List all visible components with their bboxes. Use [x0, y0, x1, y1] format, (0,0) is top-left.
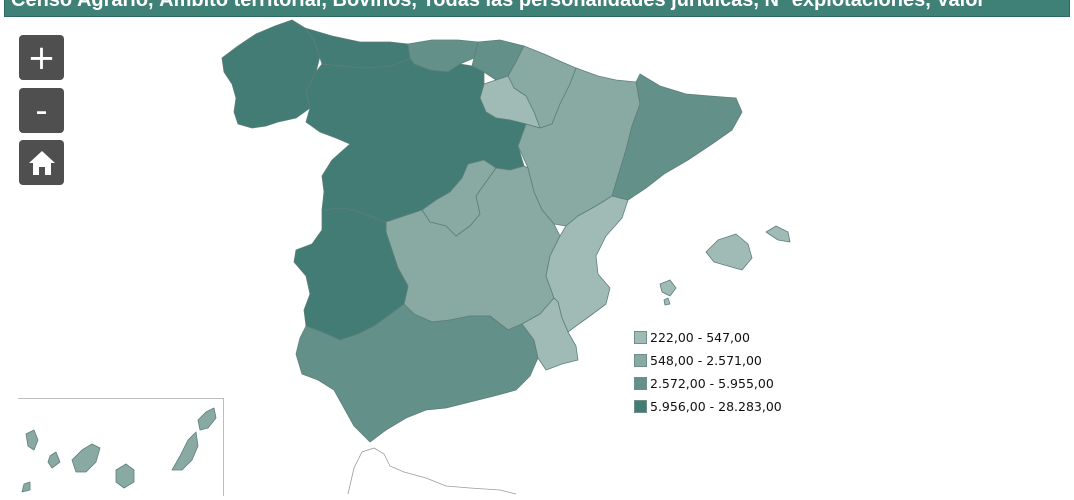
- legend-label: 5.956,00 - 28.283,00: [650, 399, 782, 414]
- legend-swatch: [634, 400, 647, 413]
- map-legend: 222,00 - 547,00 548,00 - 2.571,00 2.572,…: [634, 326, 782, 418]
- home-icon: [28, 150, 55, 175]
- region-murcia[interactable]: [521, 297, 579, 371]
- legend-swatch: [634, 331, 647, 344]
- canary-islands-inset-frame: [18, 398, 224, 496]
- plus-icon: +: [27, 37, 56, 78]
- region-galicia[interactable]: [221, 19, 321, 129]
- region-andalucia[interactable]: [295, 303, 539, 443]
- map-title: Censo Agrario, Ámbito territorial, Bovin…: [11, 0, 986, 11]
- legend-label: 2.572,00 - 5.955,00: [650, 376, 774, 391]
- legend-item: 5.956,00 - 28.283,00: [634, 395, 782, 418]
- map-title-bar: Censo Agrario, Ámbito territorial, Bovin…: [4, 0, 1070, 17]
- zoom-in-button[interactable]: +: [19, 35, 64, 80]
- region-canarias[interactable]: [21, 407, 217, 493]
- legend-item: 222,00 - 547,00: [634, 326, 782, 349]
- region-comunidad-valenciana[interactable]: [545, 195, 629, 333]
- zoom-out-button[interactable]: -: [19, 88, 64, 133]
- legend-item: 548,00 - 2.571,00: [634, 349, 782, 372]
- region-cataluna[interactable]: [611, 73, 743, 201]
- home-button[interactable]: [19, 140, 64, 185]
- legend-swatch: [634, 354, 647, 367]
- region-illes-balears[interactable]: [659, 225, 791, 306]
- region-asturias[interactable]: [304, 27, 411, 69]
- legend-label: 222,00 - 547,00: [650, 330, 750, 345]
- coastline-north-africa: [347, 447, 517, 495]
- legend-swatch: [634, 377, 647, 390]
- minus-icon: -: [35, 90, 48, 131]
- legend-item: 2.572,00 - 5.955,00: [634, 372, 782, 395]
- legend-label: 548,00 - 2.571,00: [650, 353, 762, 368]
